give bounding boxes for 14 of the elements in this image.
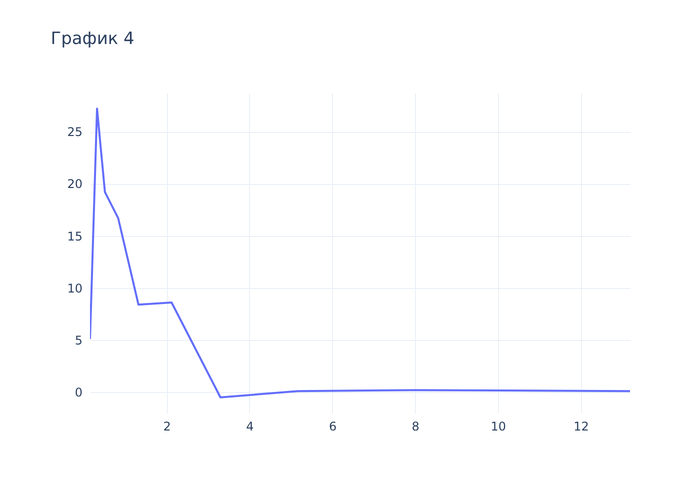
x-tick-label: 6 bbox=[328, 420, 337, 434]
x-tick-label: 10 bbox=[490, 420, 506, 434]
chart-title: График 4 bbox=[50, 29, 134, 49]
y-tick-label: 25 bbox=[67, 125, 82, 140]
y-tick-label: 0 bbox=[74, 386, 82, 400]
y-tick-label: 10 bbox=[67, 281, 82, 296]
x-tick-label: 2 bbox=[163, 420, 171, 434]
y-tick-label: 20 bbox=[67, 177, 82, 192]
y-tick-label: 5 bbox=[74, 334, 82, 348]
x-tick-label: 12 bbox=[574, 420, 589, 434]
y-tick-label: 15 bbox=[67, 229, 82, 244]
line-series bbox=[90, 108, 630, 398]
x-tick-label: 4 bbox=[246, 420, 254, 434]
x-tick-label: 8 bbox=[412, 420, 420, 434]
